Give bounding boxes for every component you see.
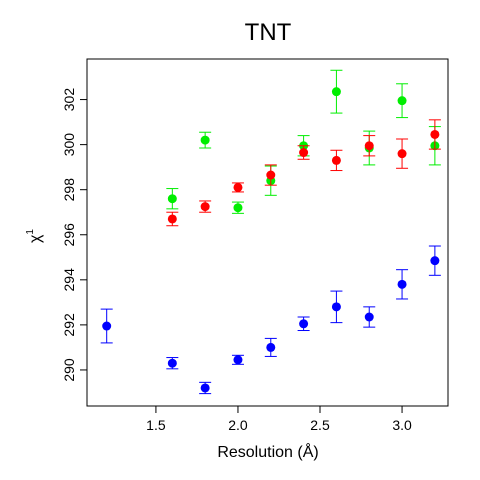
x-tick-label: 3.0: [392, 417, 412, 433]
data-point: [430, 129, 440, 139]
y-tick-label: 290: [61, 358, 77, 382]
x-tick-label: 1.5: [146, 417, 166, 433]
data-point: [233, 355, 243, 365]
data-marks: [100, 69, 441, 395]
data-point: [102, 321, 112, 331]
y-tick-label: 294: [61, 268, 77, 292]
data-point: [233, 203, 243, 213]
data-point: [299, 319, 309, 329]
plot-area: [86, 58, 449, 407]
data-point: [331, 87, 341, 97]
data-point: [233, 182, 243, 192]
x-axis-label: Resolution (Å): [217, 442, 318, 461]
data-point: [331, 302, 341, 312]
y-tick-label: 300: [61, 133, 77, 157]
data-point: [364, 312, 374, 322]
data-point: [266, 170, 276, 180]
y-axis-label-group: χ1: [25, 229, 44, 243]
data-point: [397, 279, 407, 289]
data-point: [364, 141, 374, 151]
x-tick-label: 2.0: [228, 417, 248, 433]
data-point: [200, 135, 210, 145]
data-point: [430, 256, 440, 266]
data-point: [299, 148, 309, 158]
chart-title: TNT: [245, 19, 292, 46]
data-point: [331, 155, 341, 165]
y-tick-label: 296: [61, 223, 77, 247]
y-tick-label: 302: [61, 88, 77, 112]
y-axis-label-superscript: 1: [25, 229, 36, 235]
x-axis: 1.5 2.0 2.5 3.0: [146, 406, 412, 433]
data-series: [166, 119, 441, 227]
data-point: [167, 358, 177, 368]
y-axis-label-symbol: χ: [27, 234, 44, 243]
y-axis: 290 292 294 296 298 300 302: [61, 88, 87, 382]
data-series: [166, 69, 441, 214]
x-tick-label: 2.5: [310, 417, 330, 433]
data-series: [100, 245, 441, 395]
data-point: [266, 342, 276, 352]
data-point: [397, 96, 407, 106]
y-tick-label: 298: [61, 178, 77, 202]
data-point: [167, 214, 177, 224]
y-tick-label: 292: [61, 313, 77, 337]
data-point: [200, 383, 210, 393]
data-point: [200, 202, 210, 212]
y-axis-label: χ1: [25, 229, 44, 243]
data-point: [167, 194, 177, 204]
data-point: [397, 149, 407, 159]
